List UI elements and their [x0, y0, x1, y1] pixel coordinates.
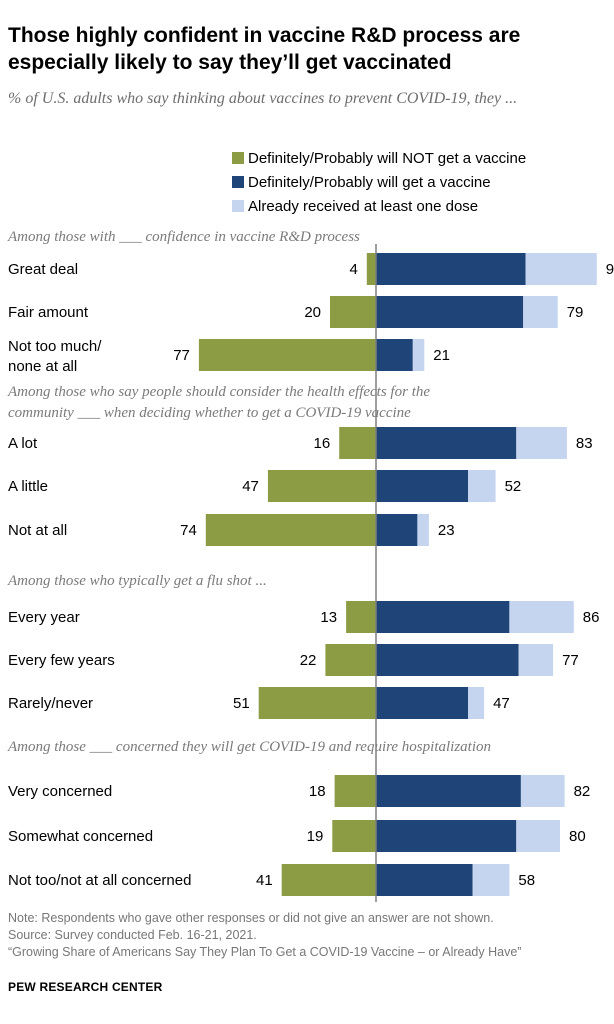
- legend-swatch-will_get: [232, 176, 244, 188]
- org-name: PEW RESEARCH CENTER: [8, 980, 163, 994]
- value-label-not-get: 20: [304, 304, 321, 321]
- bar-received: [516, 427, 567, 459]
- bar-will-get: [376, 864, 473, 896]
- bar-not-get: [325, 644, 376, 676]
- bar-received: [472, 864, 510, 896]
- value-label-not-get: 74: [180, 522, 197, 539]
- legend-label-will_get: Definitely/Probably will get a vaccine: [248, 174, 491, 191]
- diverging-bar-chart: Definitely/Probably will NOT get a vacci…: [7, 150, 614, 902]
- bar-not-get: [258, 687, 376, 719]
- bar-received: [520, 775, 565, 807]
- value-label-not-get: 4: [349, 261, 357, 278]
- value-label-total-yes: 21: [433, 347, 450, 364]
- bar-received: [525, 253, 597, 285]
- value-label-total-yes: 47: [493, 695, 510, 712]
- group-heading: Among those with ___ confidence in vacci…: [7, 229, 360, 245]
- value-label-not-get: 77: [173, 347, 190, 364]
- row-label: Rarely/never: [8, 695, 93, 712]
- row-label: Great deal: [8, 261, 78, 278]
- bar-received: [523, 296, 558, 328]
- note-text: Note: Respondents who gave other respons…: [8, 911, 494, 925]
- bar-received: [516, 820, 560, 852]
- report-title-text: “Growing Share of Americans Say They Pla…: [8, 945, 522, 959]
- bar-will-get: [376, 601, 510, 633]
- source-text: Source: Survey conducted Feb. 16-21, 202…: [8, 928, 257, 942]
- value-label-total-yes: 58: [518, 872, 535, 889]
- legend-swatch-received: [232, 200, 244, 212]
- value-label-total-yes: 52: [505, 478, 522, 495]
- value-label-total-yes: 79: [567, 304, 584, 321]
- value-label-not-get: 13: [320, 609, 337, 626]
- value-label-total-yes: 77: [562, 652, 579, 669]
- row-label: Fair amount: [8, 304, 89, 321]
- bar-not-get: [281, 864, 376, 896]
- bar-will-get: [376, 820, 517, 852]
- bar-received: [417, 514, 429, 546]
- value-label-total-yes: 23: [438, 522, 455, 539]
- bar-will-get: [376, 253, 526, 285]
- row-label: Not at all: [8, 522, 67, 539]
- bar-will-get: [376, 514, 418, 546]
- value-label-not-get: 18: [309, 783, 326, 800]
- row-label: A lot: [8, 435, 38, 452]
- row-label: Somewhat concerned: [8, 828, 153, 845]
- bar-not-get: [334, 775, 376, 807]
- row-label: Every year: [8, 609, 80, 626]
- legend-label-not_get: Definitely/Probably will NOT get a vacci…: [248, 150, 526, 167]
- value-label-not-get: 51: [233, 695, 250, 712]
- bar-will-get: [376, 296, 524, 328]
- bar-received: [468, 470, 496, 502]
- value-label-not-get: 41: [256, 872, 273, 889]
- bar-will-get: [376, 470, 468, 502]
- bar-not-get: [330, 296, 376, 328]
- bar-not-get: [346, 601, 376, 633]
- row-label: Not too/not at all concerned: [8, 872, 191, 889]
- value-label-total-yes: 86: [583, 609, 600, 626]
- bar-not-get: [332, 820, 376, 852]
- bar-not-get: [205, 514, 376, 546]
- bar-will-get: [376, 427, 517, 459]
- group-heading: community ___ when deciding whether to g…: [8, 405, 411, 421]
- bar-received: [509, 601, 574, 633]
- bar-received: [468, 687, 485, 719]
- bar-not-get: [198, 339, 376, 371]
- value-label-total-yes: 82: [574, 783, 591, 800]
- bar-will-get: [376, 339, 413, 371]
- bar-will-get: [376, 775, 521, 807]
- chart-notes: Note: Respondents who gave other respons…: [8, 910, 608, 961]
- bar-received: [518, 644, 554, 676]
- row-label: Every few years: [8, 652, 115, 669]
- bar-not-get: [339, 427, 376, 459]
- value-label-not-get: 47: [242, 478, 259, 495]
- value-label-total-yes: 83: [576, 435, 593, 452]
- row-label: A little: [8, 478, 48, 495]
- value-label-not-get: 19: [307, 828, 324, 845]
- group-heading: Among those ___ concerned they will get …: [7, 739, 491, 755]
- bar-will-get: [376, 644, 519, 676]
- legend-label-received: Already received at least one dose: [248, 198, 478, 215]
- bar-not-get: [366, 253, 376, 285]
- value-label-total-yes: 80: [569, 828, 586, 845]
- value-label-not-get: 16: [314, 435, 331, 452]
- legend-swatch-not_get: [232, 152, 244, 164]
- chart-subtitle: % of U.S. adults who say thinking about …: [8, 90, 518, 107]
- row-label: Not too much/: [8, 338, 102, 355]
- chart-title: Those highly confident in vaccine R&D pr…: [8, 24, 521, 74]
- group-heading: Among those who typically get a flu shot…: [7, 573, 267, 589]
- bar-not-get: [267, 470, 376, 502]
- value-label-not-get: 22: [300, 652, 317, 669]
- value-label-total-yes: 96: [606, 261, 614, 278]
- group-heading: Among those who say people should consid…: [7, 384, 430, 400]
- row-label: Very concerned: [8, 783, 112, 800]
- row-label: none at all: [8, 358, 77, 375]
- bar-will-get: [376, 687, 468, 719]
- bar-received: [412, 339, 425, 371]
